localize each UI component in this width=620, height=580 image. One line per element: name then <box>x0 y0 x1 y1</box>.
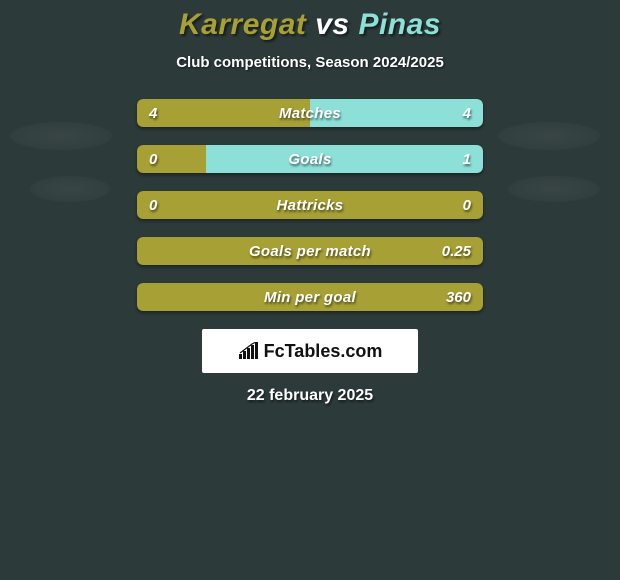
shadow-ellipse <box>10 122 112 150</box>
date-text: 22 february 2025 <box>0 387 620 405</box>
bar-chart-icon <box>238 342 260 360</box>
shadow-ellipse <box>30 176 110 202</box>
stat-row: 0Hattricks0 <box>137 191 483 219</box>
player2-name: Pinas <box>358 8 441 41</box>
brand-logo: FcTables.com <box>202 329 418 373</box>
stat-value-right: 360 <box>446 283 471 311</box>
stat-row: Goals per match0.25 <box>137 237 483 265</box>
vs-text: vs <box>315 8 349 41</box>
stat-value-right: 4 <box>463 99 471 127</box>
subtitle: Club competitions, Season 2024/2025 <box>0 54 620 71</box>
stat-label: Min per goal <box>137 283 483 311</box>
stat-value-right: 1 <box>463 145 471 173</box>
comparison-title: Karregat vs Pinas <box>0 0 620 42</box>
shadow-ellipse <box>508 176 600 202</box>
stat-label: Goals per match <box>137 237 483 265</box>
shadow-ellipse <box>498 122 600 150</box>
player1-name: Karregat <box>179 8 306 41</box>
stat-row: Min per goal360 <box>137 283 483 311</box>
brand-name: FcTables.com <box>264 341 383 362</box>
stat-value-right: 0 <box>463 191 471 219</box>
stat-label: Goals <box>137 145 483 173</box>
stat-label: Hattricks <box>137 191 483 219</box>
brand-logo-text: FcTables.com <box>238 341 383 362</box>
stat-value-right: 0.25 <box>442 237 471 265</box>
stat-row: 0Goals1 <box>137 145 483 173</box>
stat-label: Matches <box>137 99 483 127</box>
comparison-bars: 4Matches40Goals10Hattricks0Goals per mat… <box>137 99 483 311</box>
stat-row: 4Matches4 <box>137 99 483 127</box>
